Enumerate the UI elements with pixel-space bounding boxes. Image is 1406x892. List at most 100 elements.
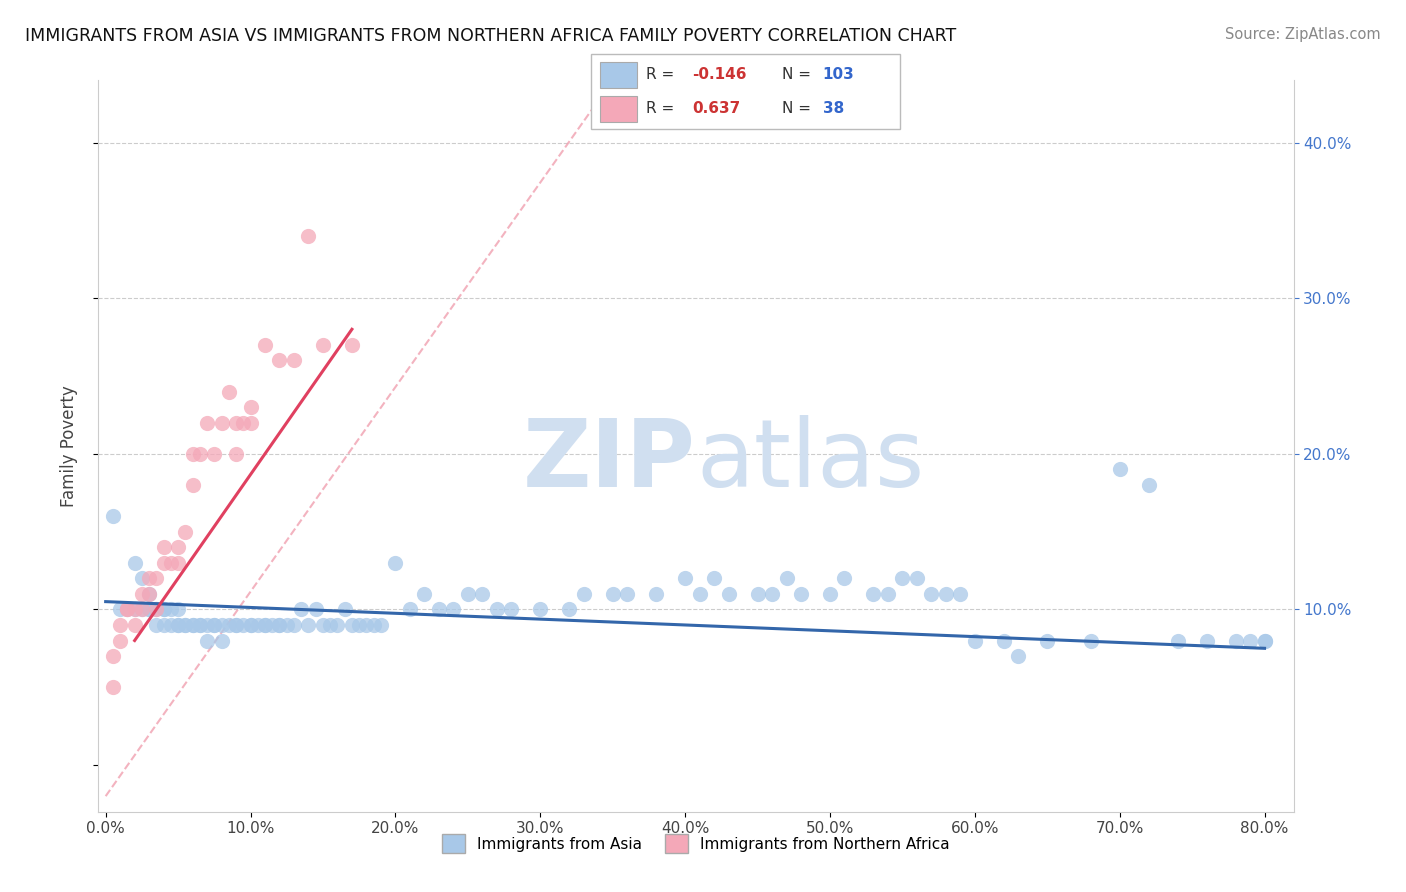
Point: [145, 602, 167, 616]
Point: [138, 571, 160, 585]
Point: [117, 602, 139, 616]
Point: [747, 587, 769, 601]
Point: [124, 556, 146, 570]
Point: [905, 571, 928, 585]
Text: 0.637: 0.637: [693, 101, 741, 116]
Point: [174, 618, 197, 632]
Point: [174, 618, 197, 632]
Text: N =: N =: [782, 101, 811, 116]
Point: [101, 649, 124, 664]
Text: 103: 103: [823, 67, 855, 82]
Point: [124, 602, 146, 616]
Point: [290, 602, 312, 616]
Point: [269, 353, 291, 368]
Point: [319, 618, 342, 632]
Point: [1225, 633, 1247, 648]
Point: [160, 618, 183, 632]
Point: [457, 587, 479, 601]
Point: [1137, 478, 1160, 492]
Text: atlas: atlas: [696, 415, 924, 507]
Point: [413, 587, 436, 601]
Point: [152, 602, 174, 616]
Point: [558, 602, 581, 616]
Point: [225, 416, 247, 430]
Point: [312, 338, 335, 352]
Point: [384, 556, 406, 570]
Point: [239, 400, 262, 414]
Point: [211, 416, 233, 430]
Point: [340, 618, 363, 632]
Point: [211, 618, 233, 632]
Point: [181, 478, 204, 492]
Point: [239, 416, 262, 430]
Point: [370, 618, 392, 632]
Legend: Immigrants from Asia, Immigrants from Northern Africa: Immigrants from Asia, Immigrants from No…: [436, 828, 956, 859]
Point: [152, 556, 174, 570]
Point: [269, 618, 291, 632]
Point: [427, 602, 450, 616]
Point: [167, 618, 190, 632]
Point: [160, 556, 183, 570]
Point: [276, 618, 298, 632]
Point: [131, 587, 153, 601]
Text: Source: ZipAtlas.com: Source: ZipAtlas.com: [1225, 27, 1381, 42]
Point: [101, 509, 124, 524]
Point: [333, 602, 356, 616]
Point: [117, 602, 139, 616]
Point: [101, 680, 124, 694]
Point: [529, 602, 551, 616]
Point: [138, 587, 160, 601]
Point: [363, 618, 385, 632]
Point: [218, 384, 240, 399]
Point: [152, 618, 174, 632]
Point: [225, 618, 247, 632]
Point: [471, 587, 494, 601]
Point: [188, 618, 211, 632]
Point: [1036, 633, 1059, 648]
Point: [1253, 633, 1275, 648]
Point: [152, 602, 174, 616]
Point: [202, 618, 225, 632]
Point: [131, 602, 153, 616]
Point: [225, 447, 247, 461]
Point: [283, 618, 305, 632]
Point: [124, 602, 146, 616]
Y-axis label: Family Poverty: Family Poverty: [59, 385, 77, 507]
Point: [283, 353, 305, 368]
Point: [202, 618, 225, 632]
Point: [124, 618, 146, 632]
Point: [181, 447, 204, 461]
Point: [340, 338, 363, 352]
Point: [145, 571, 167, 585]
FancyBboxPatch shape: [591, 54, 900, 129]
Point: [117, 602, 139, 616]
Point: [877, 587, 900, 601]
Point: [297, 228, 319, 243]
Point: [312, 618, 335, 632]
Text: IMMIGRANTS FROM ASIA VS IMMIGRANTS FROM NORTHERN AFRICA FAMILY POVERTY CORRELATI: IMMIGRANTS FROM ASIA VS IMMIGRANTS FROM …: [25, 27, 956, 45]
Point: [834, 571, 856, 585]
Point: [1080, 633, 1102, 648]
Point: [188, 447, 211, 461]
Point: [131, 571, 153, 585]
Point: [616, 587, 638, 601]
Point: [441, 602, 464, 616]
Text: -0.146: -0.146: [693, 67, 747, 82]
Point: [131, 602, 153, 616]
Point: [572, 587, 595, 601]
Point: [246, 618, 269, 632]
Point: [602, 587, 624, 601]
Point: [108, 618, 131, 632]
Point: [1167, 633, 1189, 648]
Point: [181, 618, 204, 632]
Point: [717, 587, 740, 601]
Point: [305, 602, 328, 616]
Point: [689, 587, 711, 601]
Point: [239, 618, 262, 632]
Point: [138, 587, 160, 601]
Point: [501, 602, 523, 616]
Point: [891, 571, 914, 585]
Point: [356, 618, 378, 632]
Point: [761, 587, 783, 601]
Point: [232, 618, 254, 632]
